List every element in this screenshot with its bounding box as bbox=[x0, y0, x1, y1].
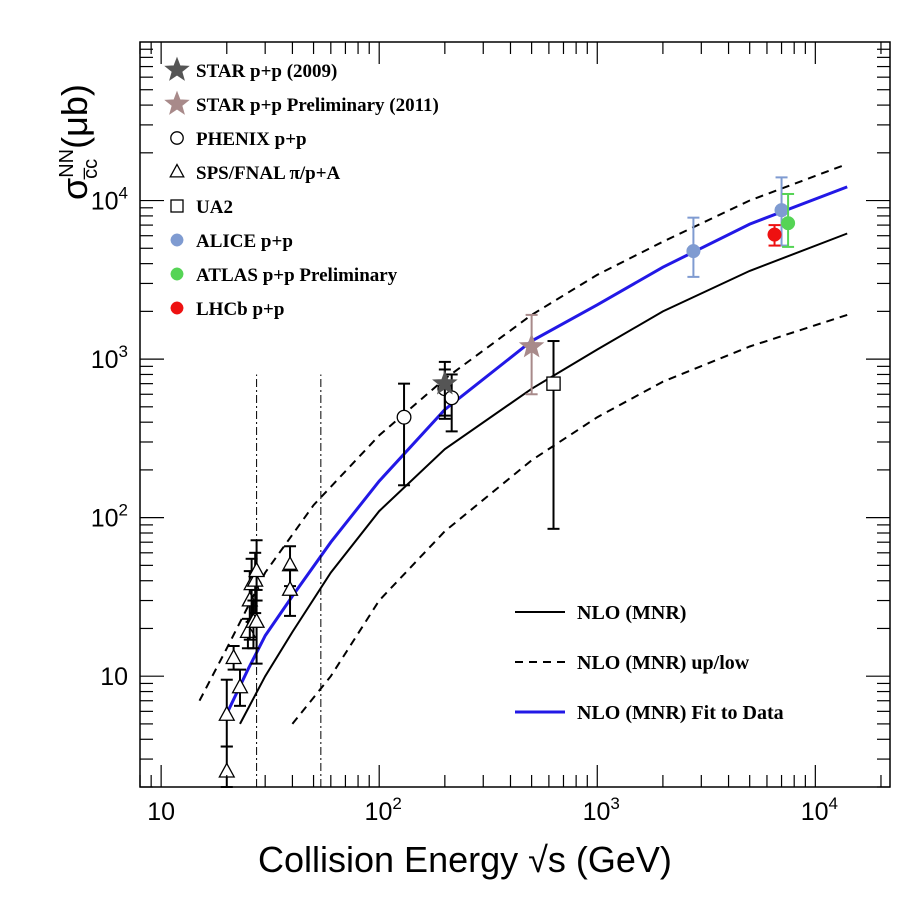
data-point-triangle bbox=[231, 677, 249, 694]
curve-legend-label: NLO (MNR) up/low bbox=[577, 652, 750, 674]
data-point-triangle bbox=[218, 705, 236, 721]
y-axis-title-superscript: NN bbox=[56, 149, 78, 178]
legend-marker bbox=[170, 233, 184, 247]
legend-entry-label: ALICE p+p bbox=[196, 231, 293, 252]
data-point-square bbox=[546, 376, 561, 391]
curve-fit bbox=[225, 185, 848, 715]
legend-marker bbox=[169, 163, 185, 178]
legend: STAR p+p (2009) STAR p+p Preliminary (201… bbox=[164, 56, 439, 320]
axis-ticks: 10 102 103 104 10 102 103 104 bbox=[91, 42, 890, 826]
y-tick-label: 103 bbox=[91, 342, 128, 374]
vertical-lines bbox=[256, 374, 322, 787]
data-point-circle bbox=[767, 227, 782, 242]
curve-nlo-central bbox=[239, 232, 848, 725]
legend-marker bbox=[170, 199, 184, 213]
curve-legend-label: NLO (MNR) Fit to Data bbox=[577, 702, 784, 724]
data-point-circle bbox=[396, 409, 412, 425]
curve-legend: NLO (MNR) NLO (MNR) up/low NLO (MNR) Fit t… bbox=[515, 602, 784, 724]
y-tick-label: 10 bbox=[100, 663, 128, 691]
y-axis-title-symbol: σ bbox=[54, 178, 95, 200]
legend-marker bbox=[164, 90, 190, 115]
data-points bbox=[218, 176, 796, 788]
legend-entry-label: STAR p+p Preliminary (2011) bbox=[196, 95, 439, 116]
x-tick-label: 103 bbox=[583, 794, 620, 826]
data-point-triangle bbox=[248, 612, 266, 628]
legend-marker bbox=[164, 56, 190, 81]
data-point-circle bbox=[686, 244, 701, 259]
legend-entry-label: LHCb p+p bbox=[196, 299, 284, 320]
data-point-triangle bbox=[246, 571, 264, 587]
legend-marker bbox=[170, 267, 184, 281]
data-point-circle bbox=[774, 203, 789, 218]
y-axis-title-subscript: c̅c bbox=[80, 159, 102, 180]
data-point-triangle bbox=[218, 762, 236, 778]
x-tick-label: 102 bbox=[365, 794, 402, 826]
legend-marker bbox=[170, 131, 184, 145]
legend-marker bbox=[170, 301, 184, 315]
x-axis-title: Collision Energy √s (GeV) bbox=[258, 839, 672, 880]
legend-entry-label: SPS/FNAL π/p+A bbox=[196, 163, 341, 184]
y-tick-label: 104 bbox=[91, 184, 128, 216]
data-point-triangle bbox=[239, 622, 257, 638]
y-tick-label: 102 bbox=[91, 501, 128, 533]
x-tick-label: 104 bbox=[801, 794, 838, 826]
legend-entry-label: PHENIX p+p bbox=[196, 129, 307, 150]
curve-dashed bbox=[198, 163, 848, 702]
data-point-circle bbox=[781, 216, 796, 231]
data-point-star bbox=[432, 370, 458, 395]
curve-legend-label: NLO (MNR) bbox=[577, 602, 686, 624]
y-axis-title: σNN c̅c (μb) bbox=[54, 84, 102, 200]
legend-entry-label: UA2 bbox=[196, 197, 233, 218]
legend-entry-label: STAR p+p (2009) bbox=[196, 61, 337, 82]
x-tick-label: 10 bbox=[147, 798, 175, 826]
data-point-star bbox=[518, 333, 545, 358]
data-point-triangle bbox=[248, 561, 266, 578]
data-point-triangle bbox=[225, 648, 243, 665]
plot-frame bbox=[139, 41, 891, 788]
curve-dashed bbox=[291, 313, 848, 725]
legend-entry-label: ATLAS p+p Preliminary bbox=[196, 265, 398, 286]
curves bbox=[198, 163, 848, 725]
data-point-triangle bbox=[281, 580, 299, 596]
y-axis-title-unit: (μb) bbox=[54, 84, 95, 149]
